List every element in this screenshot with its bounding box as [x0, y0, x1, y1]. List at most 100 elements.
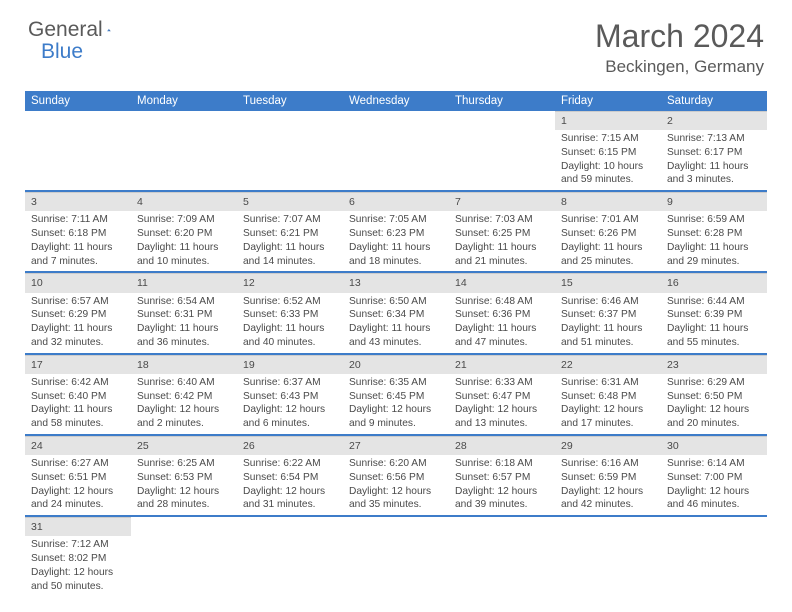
day-number: 4	[131, 192, 237, 211]
day-details: Sunrise: 6:31 AMSunset: 6:48 PMDaylight:…	[555, 374, 661, 434]
day-number: 9	[661, 192, 767, 211]
sunset-text: Sunset: 6:59 PM	[561, 471, 655, 485]
daylight-text: Daylight: 12 hours and 28 minutes.	[137, 485, 231, 513]
sunset-text: Sunset: 6:48 PM	[561, 390, 655, 404]
day-number: 28	[449, 436, 555, 455]
calendar-cell: 1Sunrise: 7:15 AMSunset: 6:15 PMDaylight…	[555, 111, 661, 191]
daylight-text: Daylight: 12 hours and 6 minutes.	[243, 403, 337, 431]
day-details: Sunrise: 6:57 AMSunset: 6:29 PMDaylight:…	[25, 293, 131, 353]
day-details: Sunrise: 6:37 AMSunset: 6:43 PMDaylight:…	[237, 374, 343, 434]
day-number: 3	[25, 192, 131, 211]
day-number: 5	[237, 192, 343, 211]
day-number: 23	[661, 355, 767, 374]
calendar-cell	[131, 516, 237, 596]
day-details: Sunrise: 6:14 AMSunset: 7:00 PMDaylight:…	[661, 455, 767, 515]
calendar-cell: 24Sunrise: 6:27 AMSunset: 6:51 PMDayligh…	[25, 435, 131, 516]
day-details: Sunrise: 6:46 AMSunset: 6:37 PMDaylight:…	[555, 293, 661, 353]
calendar-week-row: 17Sunrise: 6:42 AMSunset: 6:40 PMDayligh…	[25, 354, 767, 435]
calendar-cell: 29Sunrise: 6:16 AMSunset: 6:59 PMDayligh…	[555, 435, 661, 516]
title-block: March 2024 Beckingen, Germany	[595, 18, 764, 77]
sunset-text: Sunset: 6:37 PM	[561, 308, 655, 322]
sunrise-text: Sunrise: 7:12 AM	[31, 538, 125, 552]
day-number: 22	[555, 355, 661, 374]
day-number: 2	[661, 111, 767, 130]
day-number: 12	[237, 273, 343, 292]
day-details: Sunrise: 6:50 AMSunset: 6:34 PMDaylight:…	[343, 293, 449, 353]
daylight-text: Daylight: 11 hours and 21 minutes.	[455, 241, 549, 269]
daylight-text: Daylight: 12 hours and 2 minutes.	[137, 403, 231, 431]
sunrise-text: Sunrise: 7:15 AM	[561, 132, 655, 146]
sunset-text: Sunset: 6:36 PM	[455, 308, 549, 322]
calendar-cell: 16Sunrise: 6:44 AMSunset: 6:39 PMDayligh…	[661, 272, 767, 353]
sunrise-text: Sunrise: 6:31 AM	[561, 376, 655, 390]
calendar-cell: 10Sunrise: 6:57 AMSunset: 6:29 PMDayligh…	[25, 272, 131, 353]
sunrise-text: Sunrise: 6:16 AM	[561, 457, 655, 471]
sunset-text: Sunset: 6:34 PM	[349, 308, 443, 322]
day-details: Sunrise: 6:42 AMSunset: 6:40 PMDaylight:…	[25, 374, 131, 434]
day-number: 10	[25, 273, 131, 292]
day-details: Sunrise: 6:16 AMSunset: 6:59 PMDaylight:…	[555, 455, 661, 515]
weekday-header: Thursday	[449, 91, 555, 111]
sunset-text: Sunset: 6:54 PM	[243, 471, 337, 485]
calendar-week-row: 1Sunrise: 7:15 AMSunset: 6:15 PMDaylight…	[25, 111, 767, 191]
weekday-header: Sunday	[25, 91, 131, 111]
day-details: Sunrise: 6:18 AMSunset: 6:57 PMDaylight:…	[449, 455, 555, 515]
day-details: Sunrise: 6:27 AMSunset: 6:51 PMDaylight:…	[25, 455, 131, 515]
day-number: 26	[237, 436, 343, 455]
daylight-text: Daylight: 11 hours and 58 minutes.	[31, 403, 125, 431]
sunset-text: Sunset: 7:00 PM	[667, 471, 761, 485]
day-details: Sunrise: 6:33 AMSunset: 6:47 PMDaylight:…	[449, 374, 555, 434]
sunrise-text: Sunrise: 6:50 AM	[349, 295, 443, 309]
sunrise-text: Sunrise: 7:01 AM	[561, 213, 655, 227]
sunrise-text: Sunrise: 6:27 AM	[31, 457, 125, 471]
sunset-text: Sunset: 6:26 PM	[561, 227, 655, 241]
sunset-text: Sunset: 6:50 PM	[667, 390, 761, 404]
sunrise-text: Sunrise: 7:05 AM	[349, 213, 443, 227]
calendar-cell: 30Sunrise: 6:14 AMSunset: 7:00 PMDayligh…	[661, 435, 767, 516]
calendar-cell: 4Sunrise: 7:09 AMSunset: 6:20 PMDaylight…	[131, 191, 237, 272]
sunset-text: Sunset: 6:17 PM	[667, 146, 761, 160]
calendar-cell	[237, 111, 343, 191]
calendar-cell: 26Sunrise: 6:22 AMSunset: 6:54 PMDayligh…	[237, 435, 343, 516]
daylight-text: Daylight: 11 hours and 7 minutes.	[31, 241, 125, 269]
calendar-cell	[25, 111, 131, 191]
daylight-text: Daylight: 12 hours and 17 minutes.	[561, 403, 655, 431]
sunrise-text: Sunrise: 6:59 AM	[667, 213, 761, 227]
day-number: 18	[131, 355, 237, 374]
daylight-text: Daylight: 11 hours and 25 minutes.	[561, 241, 655, 269]
sunrise-text: Sunrise: 6:18 AM	[455, 457, 549, 471]
calendar-cell	[343, 516, 449, 596]
day-number: 13	[343, 273, 449, 292]
sunset-text: Sunset: 6:25 PM	[455, 227, 549, 241]
daylight-text: Daylight: 11 hours and 47 minutes.	[455, 322, 549, 350]
daylight-text: Daylight: 12 hours and 24 minutes.	[31, 485, 125, 513]
daylight-text: Daylight: 11 hours and 36 minutes.	[137, 322, 231, 350]
calendar-body: 1Sunrise: 7:15 AMSunset: 6:15 PMDaylight…	[25, 111, 767, 596]
calendar-cell: 12Sunrise: 6:52 AMSunset: 6:33 PMDayligh…	[237, 272, 343, 353]
day-details: Sunrise: 7:13 AMSunset: 6:17 PMDaylight:…	[661, 130, 767, 190]
calendar-cell: 18Sunrise: 6:40 AMSunset: 6:42 PMDayligh…	[131, 354, 237, 435]
day-number: 20	[343, 355, 449, 374]
sunrise-text: Sunrise: 6:52 AM	[243, 295, 337, 309]
sunset-text: Sunset: 6:20 PM	[137, 227, 231, 241]
daylight-text: Daylight: 12 hours and 39 minutes.	[455, 485, 549, 513]
month-title: March 2024	[595, 18, 764, 55]
sunrise-text: Sunrise: 6:35 AM	[349, 376, 443, 390]
sunset-text: Sunset: 6:29 PM	[31, 308, 125, 322]
day-details: Sunrise: 6:35 AMSunset: 6:45 PMDaylight:…	[343, 374, 449, 434]
sunset-text: Sunset: 6:51 PM	[31, 471, 125, 485]
daylight-text: Daylight: 11 hours and 32 minutes.	[31, 322, 125, 350]
sunrise-text: Sunrise: 6:25 AM	[137, 457, 231, 471]
day-number: 19	[237, 355, 343, 374]
logo-text-blue: Blue	[41, 40, 83, 64]
day-number: 21	[449, 355, 555, 374]
day-number: 7	[449, 192, 555, 211]
sunset-text: Sunset: 6:53 PM	[137, 471, 231, 485]
calendar-cell: 9Sunrise: 6:59 AMSunset: 6:28 PMDaylight…	[661, 191, 767, 272]
day-number: 24	[25, 436, 131, 455]
calendar-cell: 5Sunrise: 7:07 AMSunset: 6:21 PMDaylight…	[237, 191, 343, 272]
day-details: Sunrise: 7:15 AMSunset: 6:15 PMDaylight:…	[555, 130, 661, 190]
daylight-text: Daylight: 11 hours and 29 minutes.	[667, 241, 761, 269]
sunrise-text: Sunrise: 6:33 AM	[455, 376, 549, 390]
daylight-text: Daylight: 11 hours and 51 minutes.	[561, 322, 655, 350]
